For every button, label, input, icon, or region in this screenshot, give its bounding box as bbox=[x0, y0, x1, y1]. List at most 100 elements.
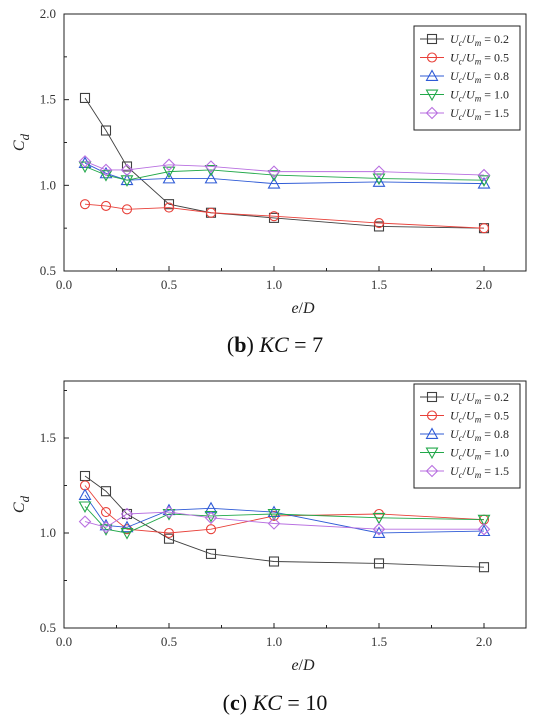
legend-label: Uc/Um = 1.5 bbox=[450, 106, 509, 122]
data-point bbox=[477, 522, 491, 536]
data-point bbox=[204, 164, 218, 177]
x-tick-label: 0.5 bbox=[161, 634, 177, 649]
data-point bbox=[121, 161, 133, 172]
x-tick-label: 1.0 bbox=[266, 277, 282, 292]
y-tick-label: 1.0 bbox=[40, 525, 56, 540]
data-point bbox=[99, 163, 113, 177]
data-point bbox=[121, 204, 133, 215]
data-point bbox=[100, 486, 112, 497]
legend-label: Uc/Um = 1.5 bbox=[450, 464, 509, 480]
data-point bbox=[267, 165, 281, 178]
data-point bbox=[78, 488, 92, 500]
data-point bbox=[373, 508, 385, 520]
panel-caption: (b) KC = 7 bbox=[227, 332, 323, 357]
data-point bbox=[205, 207, 217, 218]
data-point bbox=[163, 202, 175, 213]
data-point bbox=[372, 175, 386, 187]
data-point bbox=[99, 170, 113, 182]
data-point bbox=[477, 175, 491, 187]
legend-label: Uc/Um = 0.2 bbox=[450, 32, 509, 48]
data-point bbox=[204, 510, 218, 523]
data-point bbox=[204, 171, 218, 184]
x-tick-label: 1.5 bbox=[371, 277, 387, 292]
data-point bbox=[162, 166, 176, 179]
y-tick-label: 1.0 bbox=[40, 177, 56, 192]
series-line bbox=[84, 97, 485, 229]
legend-marker bbox=[426, 52, 438, 63]
data-point bbox=[267, 170, 281, 182]
data-point bbox=[373, 221, 385, 232]
y-tick-label: 1.5 bbox=[40, 430, 56, 445]
legend: Uc/Um = 0.2 Uc/Um = 0.5 Uc/Um = 0.8 Uc/Um =… bbox=[413, 25, 521, 131]
data-point bbox=[205, 548, 217, 559]
data-point bbox=[267, 176, 281, 189]
legend-marker bbox=[426, 33, 438, 45]
data-point bbox=[120, 528, 134, 540]
data-point bbox=[478, 223, 490, 234]
y-tick-label: 1.5 bbox=[40, 92, 56, 107]
series-line bbox=[84, 166, 485, 181]
legend-label: Uc/Um = 1.0 bbox=[450, 88, 509, 104]
y-axis-title: Cd bbox=[11, 495, 32, 513]
data-point bbox=[477, 524, 491, 537]
series-line bbox=[84, 485, 485, 534]
series-line bbox=[84, 160, 485, 176]
y-tick-label: 2.0 bbox=[40, 6, 56, 21]
series-1.5 bbox=[78, 505, 491, 536]
legend-marker bbox=[425, 464, 439, 478]
x-tick-label: 0.5 bbox=[161, 277, 177, 292]
panel-caption: (c) KC = 10 bbox=[223, 690, 328, 715]
data-point bbox=[204, 160, 218, 173]
plot-frame bbox=[63, 380, 527, 629]
x-tick-label: 1.0 bbox=[266, 634, 282, 649]
data-point bbox=[267, 517, 281, 530]
legend-label: Uc/Um = 0.5 bbox=[450, 51, 509, 67]
data-point bbox=[120, 520, 134, 533]
legend-marker bbox=[425, 427, 439, 439]
data-point bbox=[99, 521, 113, 534]
data-point bbox=[163, 199, 175, 210]
series-0.5 bbox=[79, 199, 490, 234]
data-point bbox=[78, 155, 92, 168]
data-point bbox=[162, 505, 176, 519]
legend-label: Uc/Um = 0.5 bbox=[450, 409, 509, 425]
legend-label: Uc/Um = 0.8 bbox=[450, 69, 509, 85]
data-point bbox=[373, 217, 385, 229]
data-point bbox=[120, 163, 134, 177]
x-tick-label: 2.0 bbox=[476, 634, 492, 649]
legend-label: Uc/Um = 0.2 bbox=[450, 390, 509, 406]
y-tick-label: 0.5 bbox=[40, 620, 56, 635]
legend-marker bbox=[426, 410, 438, 421]
data-point bbox=[120, 507, 134, 521]
legend-label: Uc/Um = 1.0 bbox=[450, 446, 509, 462]
x-tick-label: 1.5 bbox=[371, 634, 387, 649]
data-point bbox=[205, 524, 217, 535]
series-1.0 bbox=[78, 501, 491, 540]
legend-marker bbox=[425, 447, 439, 460]
data-point bbox=[268, 556, 280, 567]
data-point bbox=[372, 522, 386, 536]
legend-marker bbox=[425, 69, 439, 81]
data-point bbox=[267, 509, 281, 521]
data-point bbox=[477, 168, 491, 182]
data-point bbox=[79, 199, 91, 210]
data-point bbox=[100, 125, 112, 136]
y-axis-title: Cd bbox=[11, 133, 32, 151]
x-tick-label: 0.0 bbox=[56, 277, 72, 292]
x-tick-label: 0.0 bbox=[56, 634, 72, 649]
data-point bbox=[268, 211, 280, 222]
legend-marker bbox=[425, 106, 439, 120]
x-tick-label: 2.0 bbox=[476, 277, 492, 292]
series-1.5 bbox=[78, 155, 491, 182]
data-point bbox=[162, 158, 176, 172]
series-line bbox=[84, 475, 485, 568]
data-point bbox=[163, 527, 175, 539]
data-point bbox=[477, 176, 491, 189]
legend: Uc/Um = 0.2 Uc/Um = 0.5 Uc/Um = 0.8 Uc/Um =… bbox=[413, 383, 521, 489]
legend-label: Uc/Um = 0.8 bbox=[450, 427, 509, 443]
data-point bbox=[267, 505, 281, 518]
data-point bbox=[78, 501, 92, 514]
data-point bbox=[163, 533, 175, 544]
